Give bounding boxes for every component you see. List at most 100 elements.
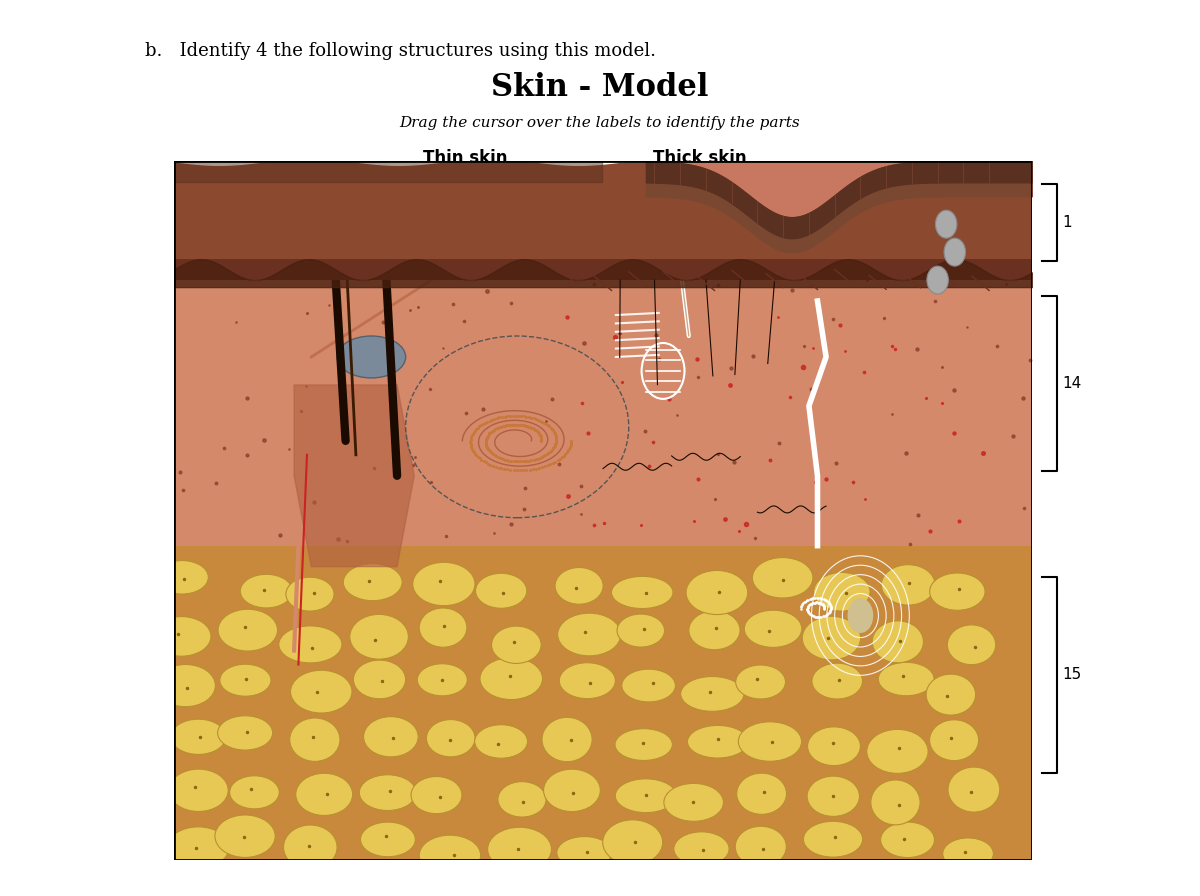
Ellipse shape [881, 564, 935, 605]
Ellipse shape [337, 336, 406, 378]
Text: Skin - Model: Skin - Model [491, 73, 709, 104]
Ellipse shape [475, 725, 528, 758]
Ellipse shape [881, 822, 935, 857]
Text: 12: 12 [218, 394, 238, 409]
Ellipse shape [689, 611, 740, 650]
Text: b.   Identify 4 the following structures using this model.: b. Identify 4 the following structures u… [145, 42, 656, 60]
Ellipse shape [559, 663, 616, 699]
Ellipse shape [217, 716, 272, 750]
Ellipse shape [686, 571, 748, 615]
Polygon shape [294, 385, 414, 566]
Ellipse shape [556, 567, 604, 604]
Ellipse shape [413, 563, 475, 606]
Ellipse shape [804, 822, 863, 857]
Ellipse shape [622, 669, 676, 702]
Ellipse shape [418, 664, 467, 696]
Ellipse shape [167, 827, 229, 868]
Ellipse shape [426, 719, 475, 757]
Ellipse shape [930, 573, 985, 610]
Ellipse shape [220, 664, 271, 696]
Ellipse shape [947, 625, 996, 665]
Ellipse shape [948, 767, 1000, 812]
Ellipse shape [674, 831, 730, 866]
Bar [174, 259, 1032, 280]
Text: 13: 13 [252, 513, 272, 528]
Text: 5: 5 [523, 303, 533, 318]
Ellipse shape [289, 718, 340, 762]
Ellipse shape [557, 837, 612, 868]
Ellipse shape [814, 573, 870, 611]
Ellipse shape [240, 574, 293, 607]
Bar [174, 280, 1032, 546]
Ellipse shape [156, 665, 215, 707]
Text: 6: 6 [654, 443, 664, 458]
Ellipse shape [664, 783, 724, 822]
Ellipse shape [871, 780, 920, 825]
Ellipse shape [808, 727, 860, 765]
Ellipse shape [558, 613, 620, 656]
Ellipse shape [617, 614, 665, 647]
Ellipse shape [878, 662, 934, 696]
Ellipse shape [744, 610, 802, 648]
Ellipse shape [487, 827, 552, 871]
Ellipse shape [354, 660, 406, 699]
Ellipse shape [278, 626, 342, 663]
Ellipse shape [419, 835, 481, 875]
Ellipse shape [419, 608, 467, 647]
Ellipse shape [360, 823, 415, 857]
Ellipse shape [283, 825, 337, 869]
Ellipse shape [218, 609, 277, 651]
Ellipse shape [169, 769, 228, 812]
Text: 1: 1 [1062, 215, 1072, 230]
Text: 11: 11 [230, 220, 250, 236]
Ellipse shape [229, 776, 280, 809]
Ellipse shape [803, 616, 860, 659]
Ellipse shape [737, 773, 786, 814]
Ellipse shape [544, 769, 600, 812]
Ellipse shape [295, 773, 353, 815]
Ellipse shape [736, 826, 786, 867]
Ellipse shape [480, 658, 542, 700]
Ellipse shape [936, 211, 956, 238]
Ellipse shape [866, 729, 928, 773]
Text: Thick skin: Thick skin [653, 149, 746, 167]
Ellipse shape [926, 674, 976, 715]
Ellipse shape [602, 820, 662, 865]
Ellipse shape [943, 838, 994, 869]
Ellipse shape [364, 717, 418, 757]
Ellipse shape [498, 781, 546, 817]
Bar [174, 546, 1032, 860]
Ellipse shape [350, 615, 408, 659]
Ellipse shape [752, 557, 812, 598]
Bar [174, 161, 1032, 259]
Ellipse shape [156, 561, 209, 594]
Ellipse shape [812, 663, 863, 699]
Ellipse shape [736, 665, 786, 699]
Ellipse shape [847, 599, 874, 633]
Text: 15: 15 [1062, 668, 1081, 682]
Ellipse shape [290, 670, 352, 713]
Ellipse shape [412, 777, 462, 814]
Ellipse shape [215, 815, 275, 857]
Text: 9: 9 [466, 345, 475, 360]
Ellipse shape [359, 775, 416, 811]
Ellipse shape [616, 779, 677, 813]
Ellipse shape [475, 573, 527, 608]
Ellipse shape [808, 776, 859, 816]
Ellipse shape [612, 576, 673, 608]
Ellipse shape [152, 616, 211, 656]
Ellipse shape [738, 722, 802, 762]
Ellipse shape [930, 719, 979, 761]
Ellipse shape [680, 676, 744, 711]
Text: 4: 4 [553, 246, 563, 262]
Text: 16: 16 [622, 702, 641, 718]
Text: 14: 14 [1062, 376, 1081, 392]
Ellipse shape [926, 266, 948, 294]
Ellipse shape [542, 718, 592, 762]
Ellipse shape [286, 577, 334, 611]
Text: Thin skin: Thin skin [422, 149, 508, 167]
Ellipse shape [688, 726, 748, 758]
Ellipse shape [343, 564, 402, 600]
Ellipse shape [944, 238, 966, 266]
Ellipse shape [170, 719, 226, 754]
